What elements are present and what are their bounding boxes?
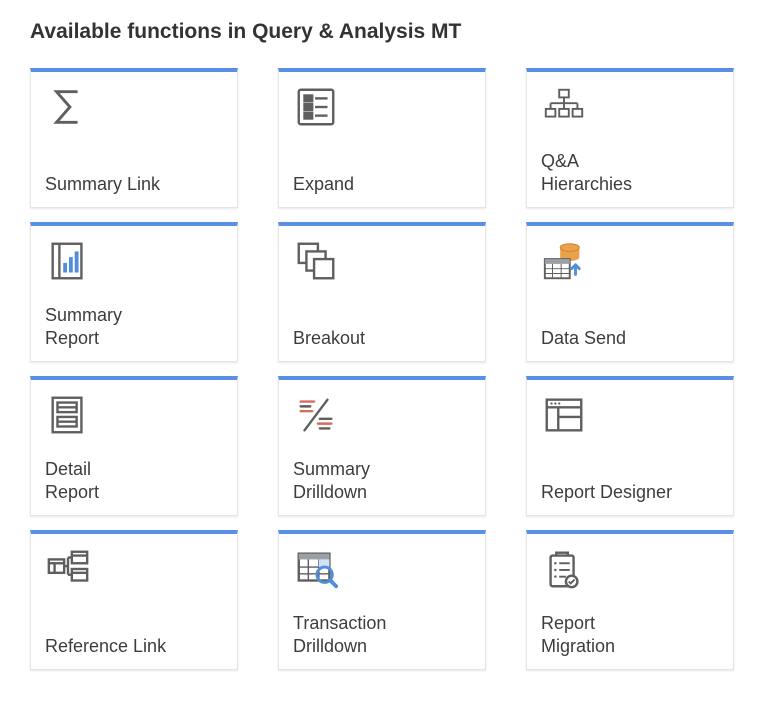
data-send-icon [541,238,593,290]
card-summary-drilldown[interactable]: Summary Drilldown [278,376,486,516]
card-label: Summary Link [45,173,223,196]
card-label: Reference Link [45,635,223,658]
card-label: Summary Drilldown [293,458,471,503]
summary-drilldown-icon [293,392,345,444]
card-label: Q&A Hierarchies [541,150,719,195]
hierarchy-icon [541,84,593,136]
card-summary-report[interactable]: Summary Report [30,222,238,362]
reference-link-icon [45,546,97,598]
report-migration-icon [541,546,593,598]
card-label: Expand [293,173,471,196]
card-label: Detail Report [45,458,223,503]
card-label: Data Send [541,327,719,350]
page: { "title": "Available functions in Query… [0,0,770,710]
card-label: Report Migration [541,612,719,657]
card-label: Report Designer [541,481,719,504]
card-breakout[interactable]: Breakout [278,222,486,362]
card-detail-report[interactable]: Detail Report [30,376,238,516]
breakout-icon [293,238,345,290]
card-transaction-drilldown[interactable]: Transaction Drilldown [278,530,486,670]
sigma-icon [45,84,97,136]
summary-report-icon [45,238,97,290]
card-reference-link[interactable]: Reference Link [30,530,238,670]
report-designer-icon [541,392,593,444]
detail-report-icon [45,392,97,444]
expand-list-icon [293,84,345,136]
card-label: Summary Report [45,304,223,349]
card-label: Breakout [293,327,471,350]
function-grid: Summary Link Expand [30,68,740,670]
card-qa-hierarchies[interactable]: Q&A Hierarchies [526,68,734,208]
transaction-drill-icon [293,546,345,598]
card-summary-link[interactable]: Summary Link [30,68,238,208]
page-title: Available functions in Query & Analysis … [30,20,740,44]
card-expand[interactable]: Expand [278,68,486,208]
card-data-send[interactable]: Data Send [526,222,734,362]
card-report-designer[interactable]: Report Designer [526,376,734,516]
card-label: Transaction Drilldown [293,612,471,657]
card-report-migration[interactable]: Report Migration [526,530,734,670]
